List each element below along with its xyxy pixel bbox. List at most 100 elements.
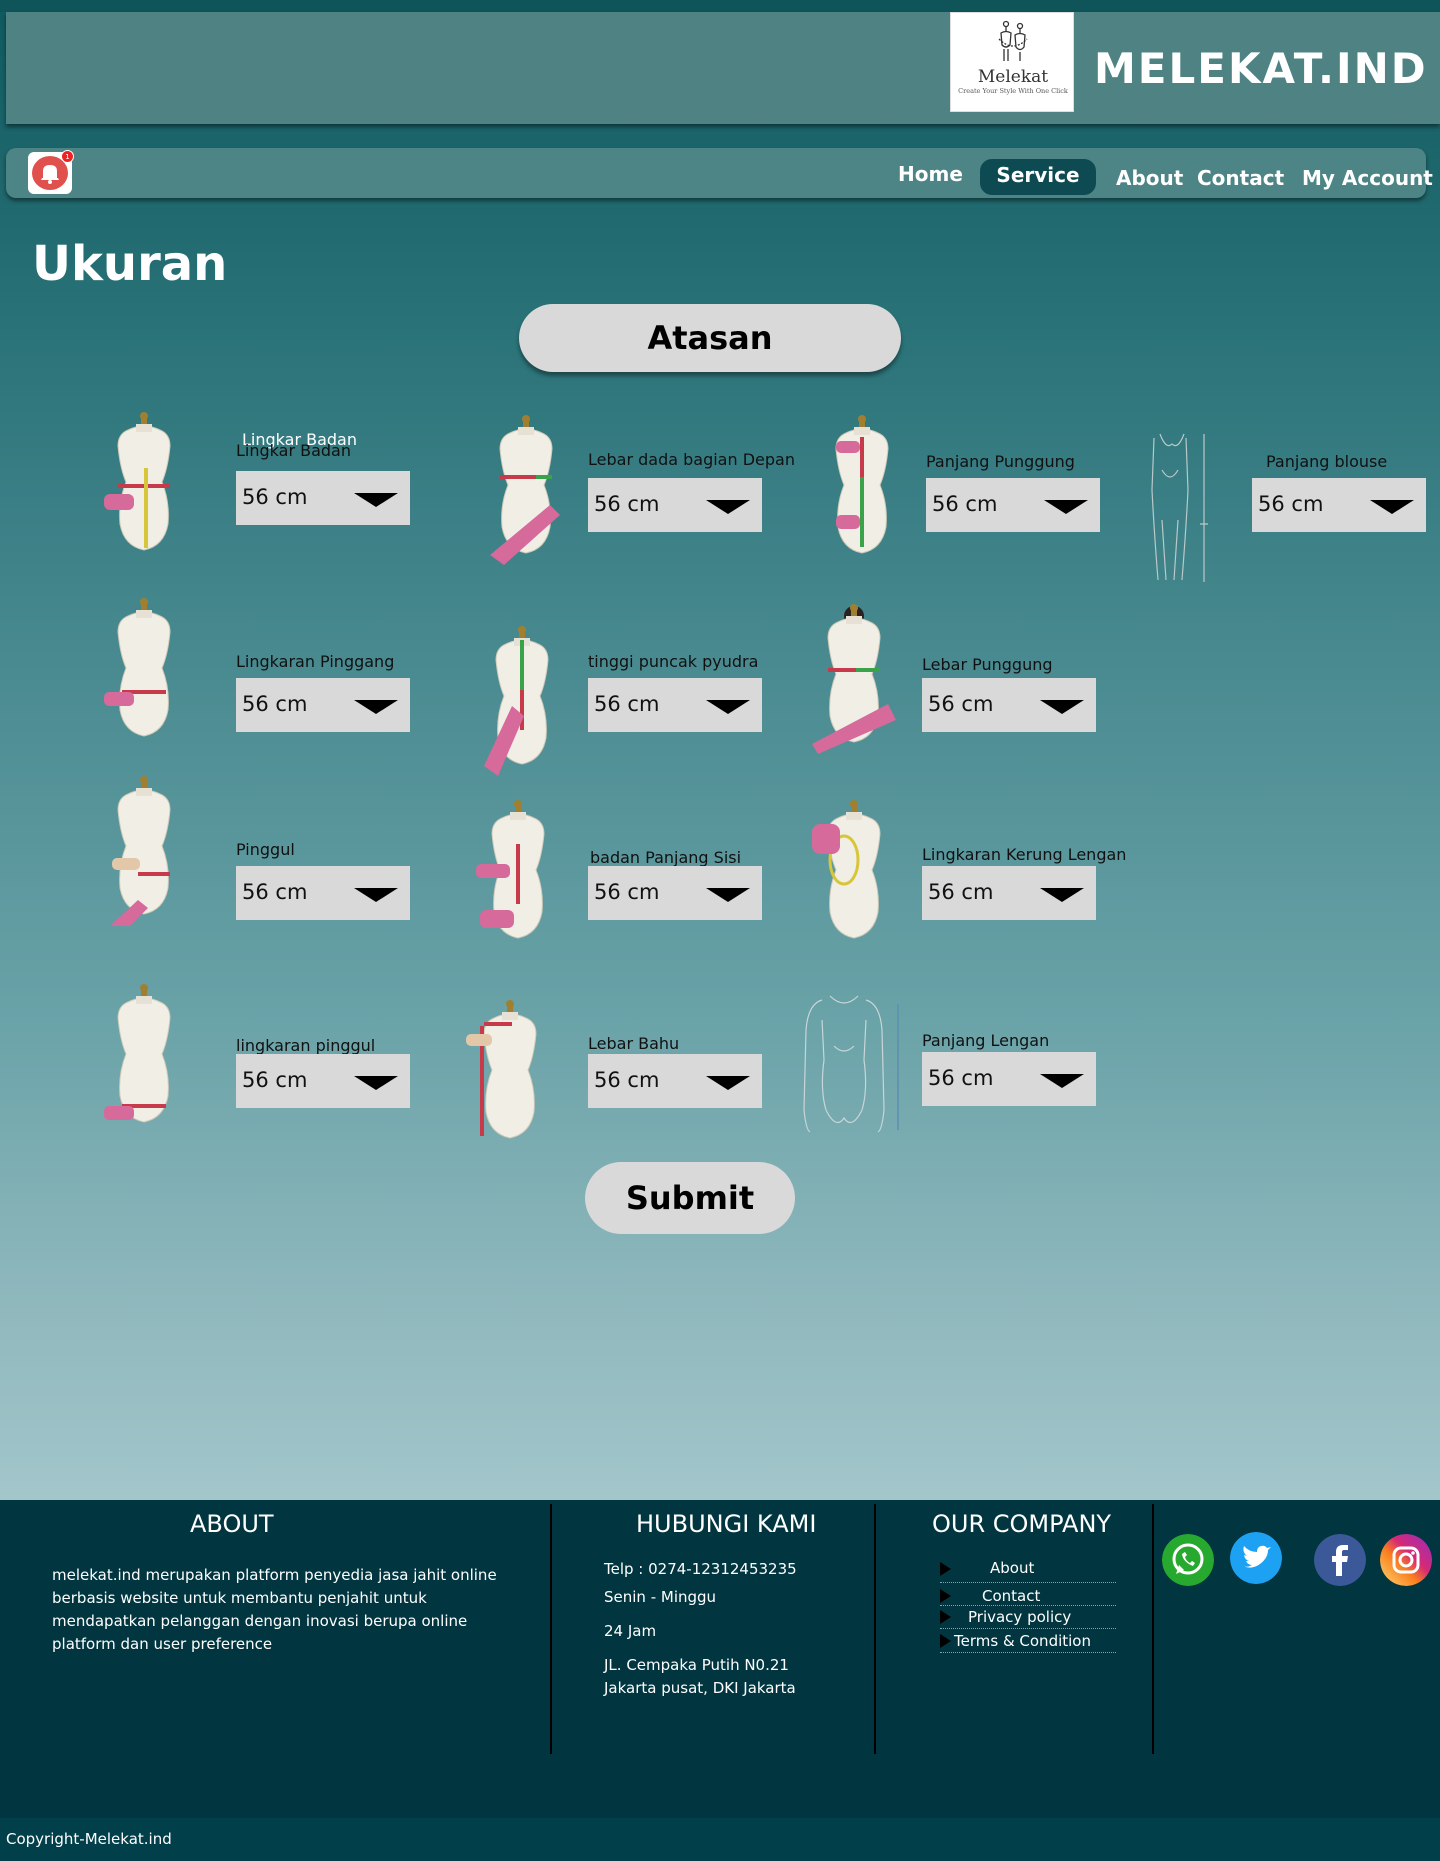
measure-label-lingkar-badan: Lingkar Badan	[236, 441, 351, 460]
measure-select-tinggi-puncak[interactable]: 56 cm	[588, 678, 762, 732]
measure-select-panjang-punggung[interactable]: 56 cm	[926, 478, 1100, 532]
footer-link-about[interactable]: About	[990, 1559, 1035, 1577]
chevron-down-icon	[354, 700, 398, 714]
footer-link-underline	[940, 1628, 1116, 1629]
body-outline-panjang-blouse-image	[1151, 433, 1208, 582]
copyright-text: Copyright-Melekat.ind	[6, 1830, 172, 1848]
submit-button[interactable]: Submit	[585, 1162, 795, 1234]
dress-form-panjang-punggung-image	[816, 415, 908, 565]
arrow-right-icon	[940, 1589, 951, 1603]
footer-about-line: melekat.ind merupakan platform penyedia …	[52, 1566, 497, 1584]
nav-service[interactable]: Service	[980, 159, 1096, 195]
measure-label-panjang-blouse: Panjang blouse	[1266, 452, 1388, 471]
footer-address-line-1: JL. Cempaka Putih N0.21	[604, 1656, 789, 1674]
instagram-icon[interactable]	[1380, 1534, 1432, 1586]
dress-form-badan-panjang-sisi-image	[476, 800, 564, 950]
chevron-down-icon	[354, 1076, 398, 1090]
copyright-bar	[0, 1818, 1440, 1861]
chevron-down-icon	[706, 500, 750, 514]
measure-value: 56 cm	[242, 692, 308, 716]
nav-home[interactable]: Home	[898, 162, 963, 186]
footer-divider	[1152, 1504, 1154, 1754]
site-header	[6, 12, 1440, 124]
nav-my-account[interactable]: My Account	[1302, 166, 1433, 190]
chevron-down-icon	[706, 888, 750, 902]
chevron-down-icon	[706, 1076, 750, 1090]
footer-company-heading: OUR COMPANY	[932, 1510, 1112, 1538]
measure-value: 56 cm	[242, 485, 308, 509]
category-atasan-button[interactable]: Atasan	[519, 304, 901, 372]
measure-value: 56 cm	[1258, 492, 1324, 516]
footer-about-text: melekat.ind merupakan platform penyedia …	[52, 1564, 497, 1656]
measure-select-kerung-lengan[interactable]: 56 cm	[922, 866, 1096, 920]
measure-select-lingkar-badan[interactable]: 56 cm	[236, 471, 410, 525]
footer-link-privacy[interactable]: Privacy policy	[968, 1608, 1072, 1626]
facebook-icon[interactable]	[1314, 1534, 1366, 1586]
measure-select-lebar-bahu[interactable]: 56 cm	[588, 1054, 762, 1108]
tailor-mannequin-icon	[998, 20, 1028, 61]
footer-link-underline	[940, 1652, 1116, 1653]
chevron-down-icon	[1040, 1074, 1084, 1088]
measure-select-panjang-blouse[interactable]: 56 cm	[1252, 478, 1426, 532]
measure-value: 56 cm	[242, 1068, 308, 1092]
logo-tagline: Create Your Style With One Click	[958, 87, 1068, 95]
twitter-icon[interactable]	[1230, 1532, 1282, 1584]
measure-label-pinggul: Pinggul	[236, 840, 295, 859]
measure-label-kerung-lengan: Lingkaran Kerung Lengan	[922, 845, 1127, 864]
footer-about-line: berbasis website untuk membantu penjahit…	[52, 1589, 427, 1607]
footer-phone: Telp : 0274-12312453235	[604, 1560, 797, 1578]
dress-form-lingkaran-pinggul-image	[104, 984, 190, 1134]
body-outline-panjang-lengan-image	[803, 995, 899, 1133]
arrow-right-icon	[940, 1634, 951, 1648]
measure-select-lebar-punggung[interactable]: 56 cm	[922, 678, 1096, 732]
measure-value: 56 cm	[594, 1068, 660, 1092]
measure-label-lebar-punggung: Lebar Punggung	[922, 655, 1053, 674]
measure-value: 56 cm	[242, 880, 308, 904]
logo-name: Melekat	[977, 67, 1049, 87]
chevron-down-icon	[1040, 888, 1084, 902]
footer-about-heading: ABOUT	[190, 1510, 274, 1538]
chevron-down-icon	[354, 493, 398, 507]
brand-name[interactable]: MELEKAT.IND	[1094, 44, 1428, 93]
dress-form-tinggi-puncak-image	[484, 626, 568, 776]
dress-form-lebar-bahu-image	[466, 1000, 556, 1150]
dress-form-lebar-punggung-image	[812, 604, 896, 754]
measure-select-lingkaran-pinggul[interactable]: 56 cm	[236, 1054, 410, 1108]
arrow-right-icon	[940, 1562, 951, 1576]
measure-label-lebar-bahu: Lebar Bahu	[588, 1034, 680, 1053]
dress-form-lingkaran-pinggang-image	[104, 598, 190, 748]
measure-label-tinggi-puncak: tinggi puncak pyudra	[588, 652, 759, 671]
measure-select-pinggul[interactable]: 56 cm	[236, 866, 410, 920]
dress-form-lingkar-badan-image	[104, 412, 190, 562]
measure-label-lingkaran-pinggul: lingkaran pinggul	[236, 1036, 376, 1055]
chevron-down-icon	[1040, 700, 1084, 714]
notification-button[interactable]: 1	[28, 150, 74, 194]
measure-select-panjang-lengan[interactable]: 56 cm	[922, 1052, 1096, 1106]
footer-link-terms[interactable]: Terms & Condition	[954, 1632, 1091, 1650]
measure-select-badan-panjang-sisi[interactable]: 56 cm	[588, 866, 762, 920]
measure-select-lingkaran-pinggang[interactable]: 56 cm	[236, 678, 410, 732]
footer-hours: 24 Jam	[604, 1622, 657, 1640]
arrow-right-icon	[940, 1610, 951, 1624]
footer-link-underline	[940, 1605, 1116, 1606]
measure-label-lingkaran-pinggang: Lingkaran Pinggang	[236, 652, 395, 671]
measure-select-lebar-dada[interactable]: 56 cm	[588, 478, 762, 532]
overlay-label: Lingkar Badan	[242, 430, 357, 449]
measure-value: 56 cm	[932, 492, 998, 516]
dress-form-kerung-lengan-image	[812, 800, 900, 950]
whatsapp-icon[interactable]	[1162, 1534, 1214, 1586]
footer-link-underline	[940, 1582, 1116, 1583]
footer-link-contact[interactable]: Contact	[982, 1587, 1041, 1605]
measure-label-panjang-punggung: Panjang Punggung	[926, 452, 1075, 471]
chevron-down-icon	[1044, 500, 1088, 514]
measure-value: 56 cm	[594, 880, 660, 904]
chevron-down-icon	[706, 700, 750, 714]
measure-label-lebar-dada: Lebar dada bagian Depan	[588, 450, 795, 469]
site-logo[interactable]: Melekat Create Your Style With One Click	[950, 12, 1074, 112]
main-nav	[6, 148, 1426, 198]
nav-about[interactable]: About	[1116, 166, 1184, 190]
nav-contact[interactable]: Contact	[1197, 166, 1285, 190]
footer-address-line-2: Jakarta pusat, DKI Jakarta	[604, 1679, 796, 1697]
dress-form-lebar-dada-image	[490, 415, 560, 565]
measure-value: 56 cm	[928, 692, 994, 716]
